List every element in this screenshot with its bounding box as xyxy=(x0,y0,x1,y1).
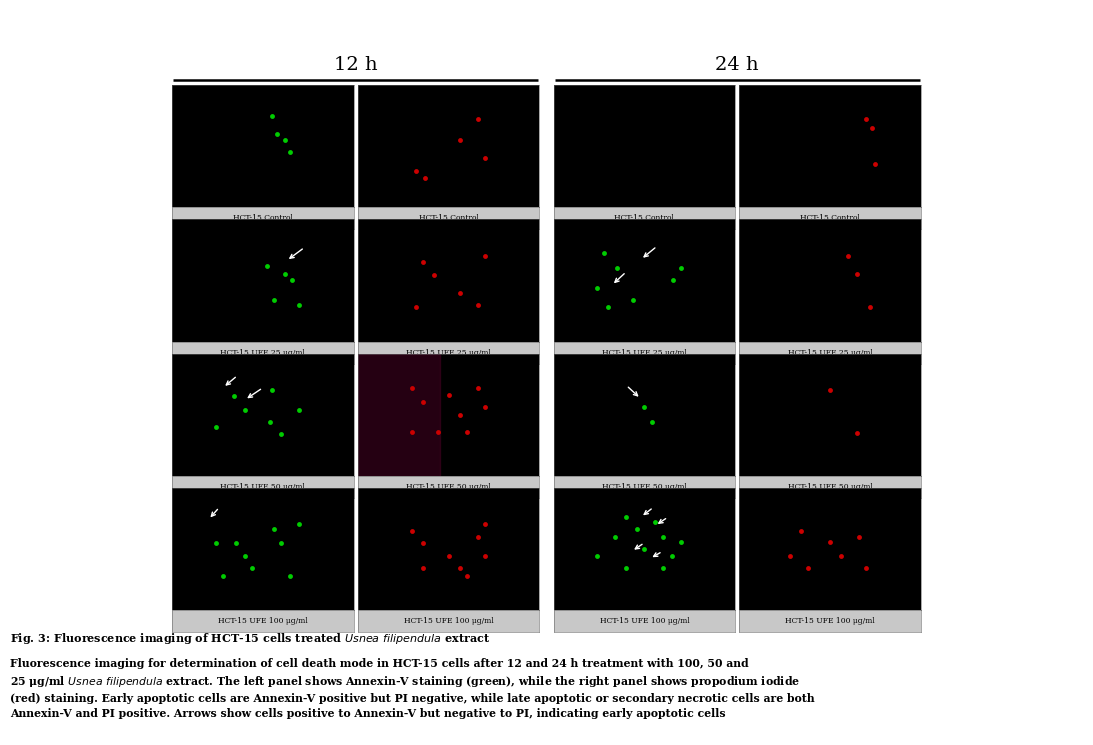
Text: Fig. 3: Fluorescence imaging of HCT-15 cells treated $\mathit{Usnea\ filipendula: Fig. 3: Fluorescence imaging of HCT-15 c… xyxy=(10,631,490,646)
Text: HCT-15 UFE 100 μg/ml: HCT-15 UFE 100 μg/ml xyxy=(785,617,875,625)
Text: HCT-15 UFE 100 μg/ml: HCT-15 UFE 100 μg/ml xyxy=(403,617,494,625)
Text: HCT-15 UFE 25 μg/ml: HCT-15 UFE 25 μg/ml xyxy=(602,349,686,357)
Text: HCT-15 UFE 50 μg/ml: HCT-15 UFE 50 μg/ml xyxy=(221,483,305,491)
Text: HCT-15 Control: HCT-15 Control xyxy=(800,215,860,222)
Text: HCT-15 UFE 50 μg/ml: HCT-15 UFE 50 μg/ml xyxy=(407,483,491,491)
Text: HCT-15 UFE 25 μg/ml: HCT-15 UFE 25 μg/ml xyxy=(221,349,305,357)
Text: HCT-15 Control: HCT-15 Control xyxy=(233,215,293,222)
Text: 24 h: 24 h xyxy=(716,56,759,74)
Text: HCT-15 UFE 25 μg/ml: HCT-15 UFE 25 μg/ml xyxy=(788,349,872,357)
Text: HCT-15 UFE 50 μg/ml: HCT-15 UFE 50 μg/ml xyxy=(788,483,872,491)
Text: HCT-15 Control: HCT-15 Control xyxy=(614,215,674,222)
Text: HCT-15 UFE 100 μg/ml: HCT-15 UFE 100 μg/ml xyxy=(218,617,308,625)
Text: HCT-15 Control: HCT-15 Control xyxy=(419,215,479,222)
Text: Fluorescence imaging for determination of cell death mode in HCT-15 cells after : Fluorescence imaging for determination o… xyxy=(10,658,814,719)
Text: 12 h: 12 h xyxy=(334,56,377,74)
Text: HCT-15 UFE 50 μg/ml: HCT-15 UFE 50 μg/ml xyxy=(602,483,686,491)
Text: HCT-15 UFE 25 μg/ml: HCT-15 UFE 25 μg/ml xyxy=(407,349,491,357)
Bar xyxy=(357,353,439,476)
Text: HCT-15 UFE 100 μg/ml: HCT-15 UFE 100 μg/ml xyxy=(599,617,690,625)
